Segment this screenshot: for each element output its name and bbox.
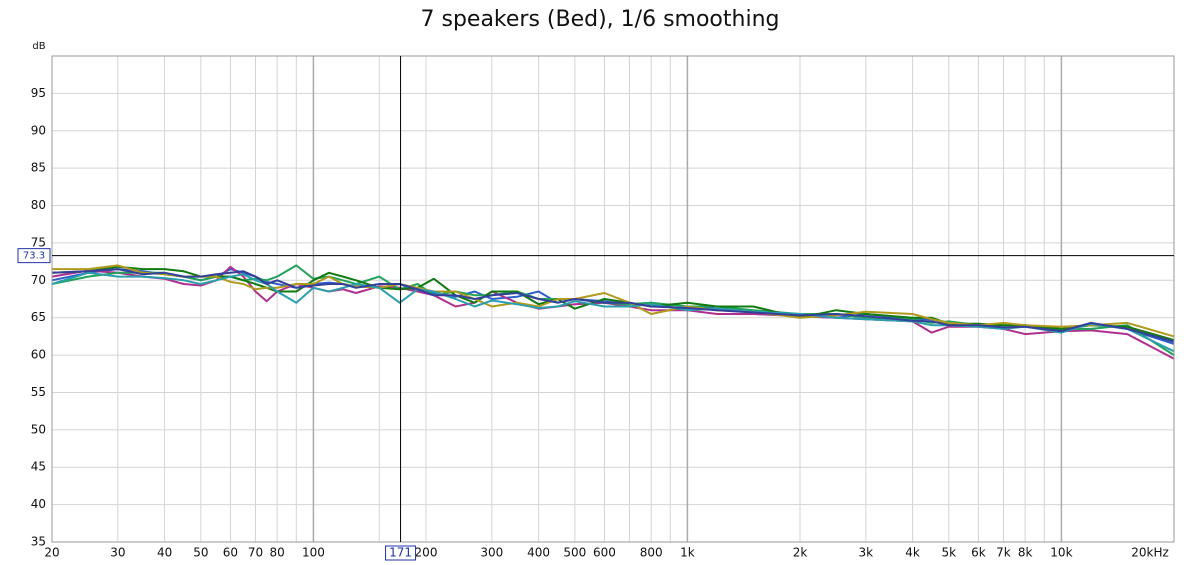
x-tick-label: 20 [44, 546, 59, 560]
y-tick-label: 75 [31, 235, 46, 249]
cursor-label-box [385, 545, 417, 561]
plot-border [51, 55, 1175, 543]
x-tick-label: 50 [193, 546, 208, 560]
y-tick-label: 35 [31, 535, 46, 549]
x-tick-label: 80 [270, 546, 285, 560]
y-tick-label: 40 [31, 497, 46, 511]
x-tick-label: 300 [480, 546, 503, 560]
x-tick-label: 400 [527, 546, 550, 560]
y-tick-label: 95 [31, 86, 46, 100]
series-line [51, 271, 1175, 353]
x-tick-label: 100 [302, 546, 325, 560]
series-line [51, 268, 1175, 343]
x-tick-label: 10k [1050, 546, 1072, 560]
y-axis-label: dB [32, 41, 45, 52]
x-tick-label: 1k [680, 546, 695, 560]
x-tick-label: 800 [640, 546, 663, 560]
cursor-x-label: 171 [389, 546, 412, 560]
x-tick-label: 8k [1018, 546, 1033, 560]
x-tick-label: 200 [415, 546, 438, 560]
x-tick-label: 2k [793, 546, 808, 560]
plot-background [52, 56, 1174, 542]
x-tick-label: 60 [223, 546, 238, 560]
y-tick-label: 90 [31, 123, 46, 137]
x-tick-label: 20kHz [1131, 546, 1169, 560]
x-tick-label: 500 [563, 546, 586, 560]
y-tick-label: 65 [31, 310, 46, 324]
x-tick-label: 40 [157, 546, 172, 560]
x-tick-label: 7k [996, 546, 1011, 560]
chart-title: 7 speakers (Bed), 1/6 smoothing [421, 7, 780, 32]
x-tick-label: 70 [248, 546, 263, 560]
x-tick-label: 600 [593, 546, 616, 560]
y-tick-label: 60 [31, 348, 46, 362]
x-tick-label: 6k [971, 546, 986, 560]
cursor-y-label: 73.3 [23, 251, 45, 262]
y-tick-label: 50 [31, 422, 46, 436]
x-tick-label: 3k [859, 546, 874, 560]
y-tick-label: 45 [31, 460, 46, 474]
x-tick-label: 4k [905, 546, 920, 560]
x-tick-label: 30 [110, 546, 125, 560]
y-tick-label: 80 [31, 198, 46, 212]
y-tick-label: 55 [31, 385, 46, 399]
cursor-label-box [17, 248, 51, 264]
y-tick-label: 70 [31, 273, 46, 287]
y-tick-label: 85 [31, 161, 46, 175]
x-tick-label: 5k [942, 546, 957, 560]
